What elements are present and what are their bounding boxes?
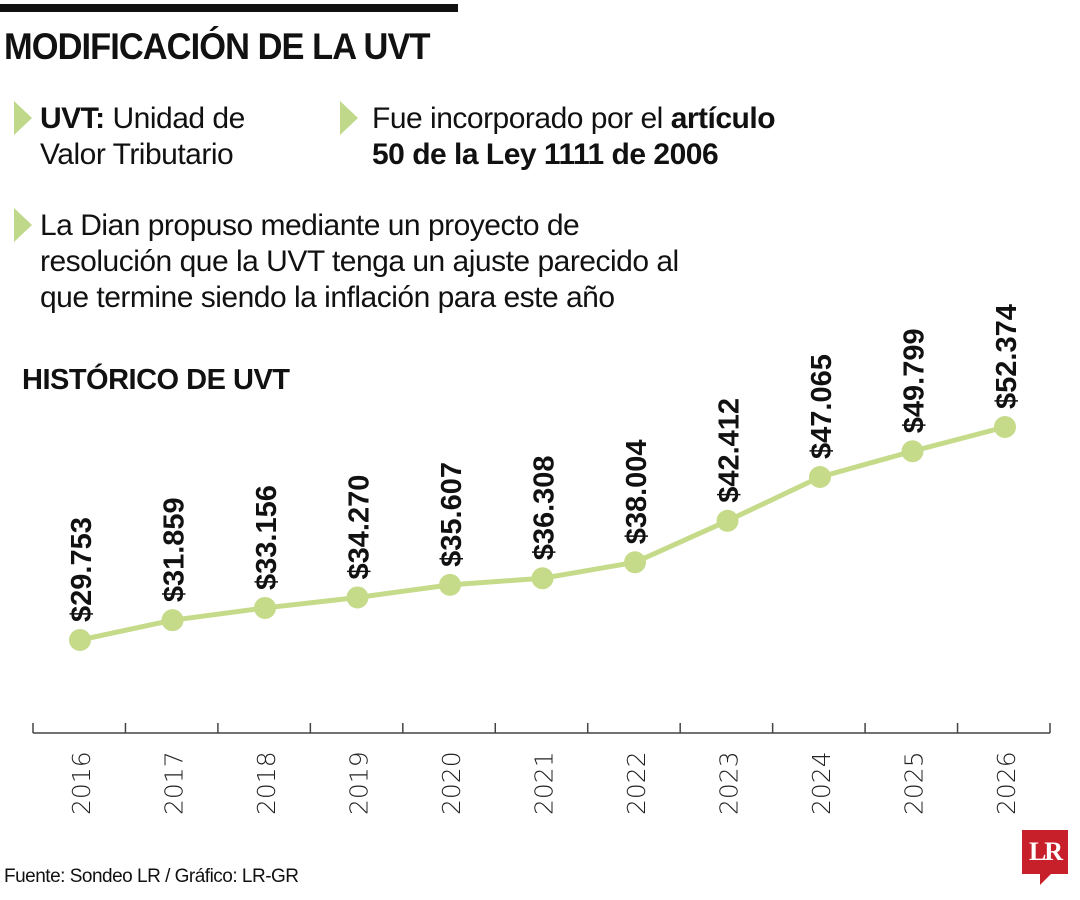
bullet-dian: La Dian propuso mediante un proyecto de … — [40, 208, 679, 316]
bullet-ley-text: Fue incorporado por el — [372, 102, 671, 135]
bullet-dian-line3: que termine siendo la inflación para est… — [40, 281, 615, 314]
chart-subtitle: HISTÓRICO DE UVT — [22, 364, 290, 396]
bullet-dian-line2: resolución que la UVT tenga un ajuste pa… — [40, 245, 679, 278]
bullet-uvt-text2: Valor Tributario — [40, 138, 234, 171]
x-tick-label: 2025 — [900, 751, 929, 815]
x-tick-label: 2020 — [437, 751, 466, 815]
x-tick-label: 2017 — [160, 751, 189, 815]
data-point — [69, 629, 91, 651]
lr-logo-tail — [1040, 873, 1052, 885]
bullet-ley-bold2: 50 de la Ley 1111 de 2006 — [372, 138, 719, 171]
bullet-ley-bold: artículo — [670, 102, 776, 135]
data-label: $35.607 — [436, 462, 468, 567]
bullet-arrow-icon — [14, 208, 32, 242]
page-title: MODIFICACIÓN DE LA UVT — [4, 26, 431, 67]
x-tick-label: 2016 — [67, 751, 96, 815]
x-tick-label: 2018 — [252, 751, 281, 815]
data-point — [531, 567, 554, 590]
bullet-uvt-text: Unidad de — [104, 102, 246, 135]
data-point — [994, 416, 1016, 438]
bullet-ley: Fue incorporado por el artículo 50 de la… — [372, 101, 776, 173]
data-point — [254, 596, 276, 619]
data-label: $31.859 — [159, 497, 191, 602]
x-tick-label: 2024 — [807, 751, 836, 815]
data-label: $52.374 — [991, 304, 1023, 409]
bullet-arrow-icon — [340, 101, 358, 135]
bullet-uvt-bold: UVT: — [40, 102, 105, 135]
bullet-dian-line1: La Dian propuso mediante un proyecto de — [40, 209, 580, 242]
data-point — [809, 465, 831, 488]
x-tick-label: 2021 — [530, 751, 559, 815]
data-label: $38.004 — [621, 439, 653, 544]
data-label: $34.270 — [344, 475, 376, 580]
data-point — [439, 573, 461, 596]
data-label: $36.308 — [529, 455, 561, 560]
data-point — [624, 551, 646, 574]
top-rule — [0, 4, 458, 12]
data-point — [716, 509, 739, 532]
x-tick-label: 2026 — [992, 751, 1021, 815]
data-label: $49.799 — [899, 328, 931, 433]
lr-logo: LR — [1022, 830, 1068, 874]
data-point — [901, 440, 924, 463]
x-tick-label: 2022 — [622, 751, 651, 815]
data-label: $47.065 — [806, 354, 838, 459]
bullet-uvt: UVT: Unidad de Valor Tributario — [40, 101, 245, 173]
data-point — [346, 586, 369, 609]
data-label: $42.412 — [714, 398, 746, 503]
data-point — [161, 609, 184, 632]
data-label: $29.753 — [66, 517, 98, 622]
data-label: $33.156 — [251, 485, 283, 590]
x-tick-label: 2019 — [345, 751, 374, 815]
bullet-arrow-icon — [14, 101, 32, 135]
x-tick-label: 2023 — [715, 751, 744, 815]
source-note: Fuente: Sondeo LR / Gráfico: LR-GR — [4, 866, 299, 887]
